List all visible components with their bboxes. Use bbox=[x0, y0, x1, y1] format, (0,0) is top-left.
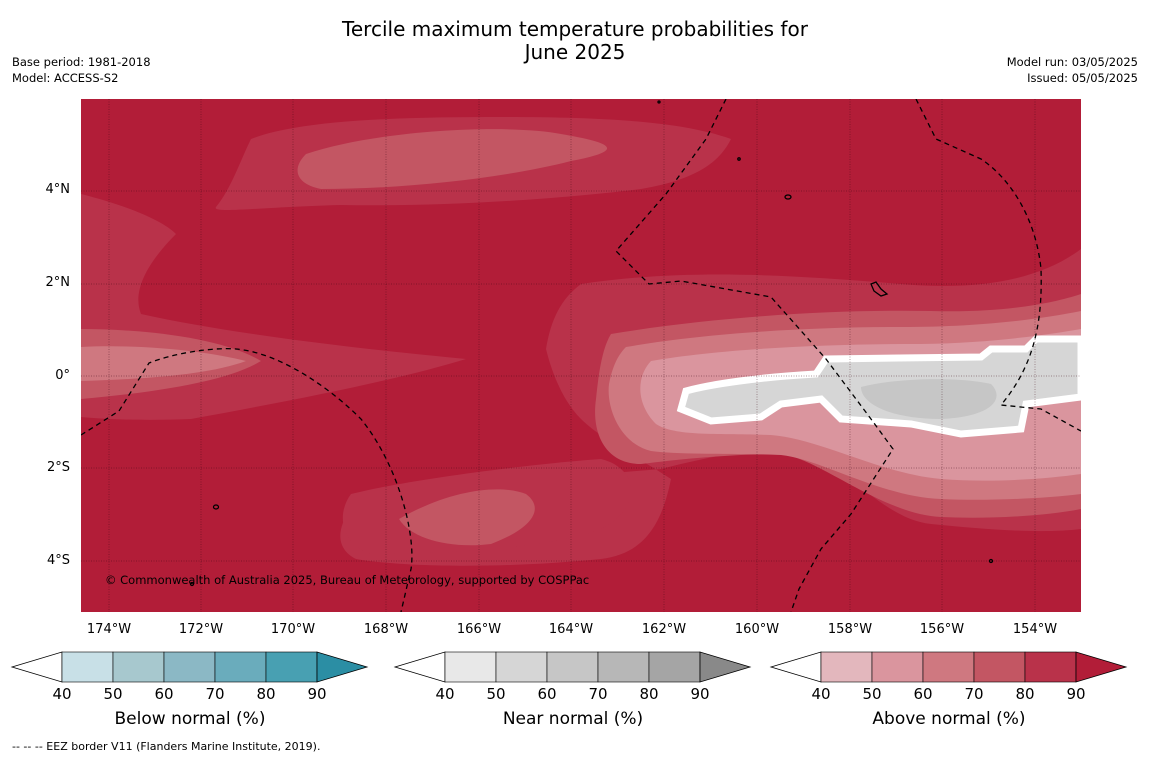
graticule bbox=[81, 99, 1081, 612]
colorbar-tick-label: 90 bbox=[1066, 685, 1085, 703]
eez-border-central bbox=[615, 99, 894, 612]
colorbar-near-normal: 40 50 60 70 80 90 bbox=[393, 651, 752, 703]
colorbar-segment bbox=[265, 651, 318, 683]
colorbar-above-normal: 40 50 60 70 80 90 bbox=[769, 651, 1128, 703]
colorbar-tick-label: 40 bbox=[435, 685, 454, 703]
base-period: Base period: 1981-2018 bbox=[12, 55, 151, 69]
issued-date: Issued: 05/05/2025 bbox=[1027, 70, 1138, 85]
run-info: Model run: 03/05/2025 Issued: 05/05/2025 bbox=[1007, 55, 1138, 86]
colorbar-extend-low bbox=[393, 651, 446, 683]
probability-map: © Commonwealth of Australia 2025, Bureau… bbox=[81, 99, 1081, 612]
colorbar-tick-label: 80 bbox=[256, 685, 275, 703]
colorbar-tick-label: 80 bbox=[639, 685, 658, 703]
colorbar-extend-low bbox=[10, 651, 63, 683]
near-normal-core bbox=[861, 379, 997, 419]
colorbar-title-near: Near normal (%) bbox=[502, 709, 644, 729]
colorbar-tick-label: 70 bbox=[964, 685, 983, 703]
colorbar-tick-label: 60 bbox=[913, 685, 932, 703]
lon-label-168w: 168°W bbox=[363, 622, 409, 637]
lon-label-158w: 158°W bbox=[827, 622, 873, 637]
colorbar-segment bbox=[597, 651, 650, 683]
eez-border-east bbox=[915, 99, 1081, 432]
lat-label-4s: 4°S bbox=[46, 553, 70, 568]
island-small-2 bbox=[988, 558, 994, 564]
lon-label-170w: 170°W bbox=[270, 622, 316, 637]
lat-label-2s: 2°S bbox=[46, 460, 70, 475]
colorbar-extend-high bbox=[1075, 651, 1128, 683]
lon-label-164w: 164°W bbox=[548, 622, 594, 637]
lat-label-4n: 4°N bbox=[45, 182, 71, 197]
title-line-2: June 2025 bbox=[524, 40, 626, 64]
title-line-1: Tercile maximum temperature probabilitie… bbox=[342, 17, 808, 41]
model-run-date: Model run: 03/05/2025 bbox=[1006, 55, 1138, 69]
colorbar-tick-label: 90 bbox=[690, 685, 709, 703]
colorbar-tick-label: 70 bbox=[588, 685, 607, 703]
colorbar-tick-label: 60 bbox=[154, 685, 173, 703]
above-70-north-region bbox=[297, 129, 608, 189]
colorbar-segment bbox=[973, 651, 1026, 683]
lat-label-2n: 2°N bbox=[45, 275, 71, 290]
colorbar-segment bbox=[495, 651, 548, 683]
map-title: Tercile maximum temperature probabilitie… bbox=[0, 18, 1150, 64]
lon-label-162w: 162°W bbox=[641, 622, 687, 637]
eez-footnote: -- -- -- EEZ border V11 (Flanders Marine… bbox=[12, 740, 321, 753]
colorbar-segment bbox=[820, 651, 873, 683]
colorbar-title-above: Above normal (%) bbox=[872, 709, 1026, 729]
lon-label-172w: 172°W bbox=[178, 622, 224, 637]
colorbar-segment bbox=[61, 651, 114, 683]
lon-label-166w: 166°W bbox=[456, 622, 502, 637]
colorbar-extend-low bbox=[769, 651, 822, 683]
colorbar-segment bbox=[112, 651, 165, 683]
colorbar-tick-label: 50 bbox=[862, 685, 881, 703]
lat-label-equator: 0° bbox=[55, 368, 70, 383]
island-small-3 bbox=[737, 157, 741, 161]
colorbar-segment bbox=[922, 651, 975, 683]
colorbar-extend-high bbox=[699, 651, 752, 683]
model-name: Model: ACCESS-S2 bbox=[12, 70, 119, 85]
colorbar-segment bbox=[214, 651, 267, 683]
lon-label-154w: 154°W bbox=[1012, 622, 1058, 637]
island-small-1 bbox=[189, 581, 195, 587]
colorbar-tick-label: 60 bbox=[537, 685, 556, 703]
colorbar-tick-label: 50 bbox=[103, 685, 122, 703]
colorbar-legend: 40 50 60 70 80 90 40 50 60 70 80 90 40 50 60 70 80 90 bbox=[10, 651, 1128, 703]
colorbar-segment bbox=[1024, 651, 1077, 683]
island-south-west bbox=[212, 504, 220, 510]
colorbar-tick-label: 50 bbox=[486, 685, 505, 703]
colorbar-below-normal: 40 50 60 70 80 90 bbox=[10, 651, 369, 703]
lon-label-160w: 160°W bbox=[734, 622, 780, 637]
lon-label-156w: 156°W bbox=[919, 622, 965, 637]
island-east bbox=[870, 281, 889, 297]
colorbar-segment bbox=[163, 651, 216, 683]
colorbar-segment bbox=[444, 651, 497, 683]
model-info: Base period: 1981-2018 Model: ACCESS-S2 bbox=[12, 55, 151, 86]
lon-label-174w: 174°W bbox=[86, 622, 132, 637]
colorbar-tick-label: 90 bbox=[307, 685, 326, 703]
above-60-west-region bbox=[81, 346, 246, 381]
colorbar-segment bbox=[648, 651, 701, 683]
colorbar-tick-label: 40 bbox=[811, 685, 830, 703]
colorbar-segment bbox=[871, 651, 924, 683]
colorbar-tick-label: 70 bbox=[205, 685, 224, 703]
copyright-notice: © Commonwealth of Australia 2025, Bureau… bbox=[105, 573, 589, 587]
colorbar-tick-label: 80 bbox=[1015, 685, 1034, 703]
colorbar-title-below: Below normal (%) bbox=[114, 709, 266, 729]
island-north bbox=[784, 194, 792, 200]
colorbar-extend-high bbox=[316, 651, 369, 683]
colorbar-tick-label: 40 bbox=[52, 685, 71, 703]
above-70-south-region bbox=[399, 489, 535, 546]
colorbar-segment bbox=[546, 651, 599, 683]
island-small-4 bbox=[657, 100, 661, 104]
eez-border-west bbox=[81, 348, 413, 612]
